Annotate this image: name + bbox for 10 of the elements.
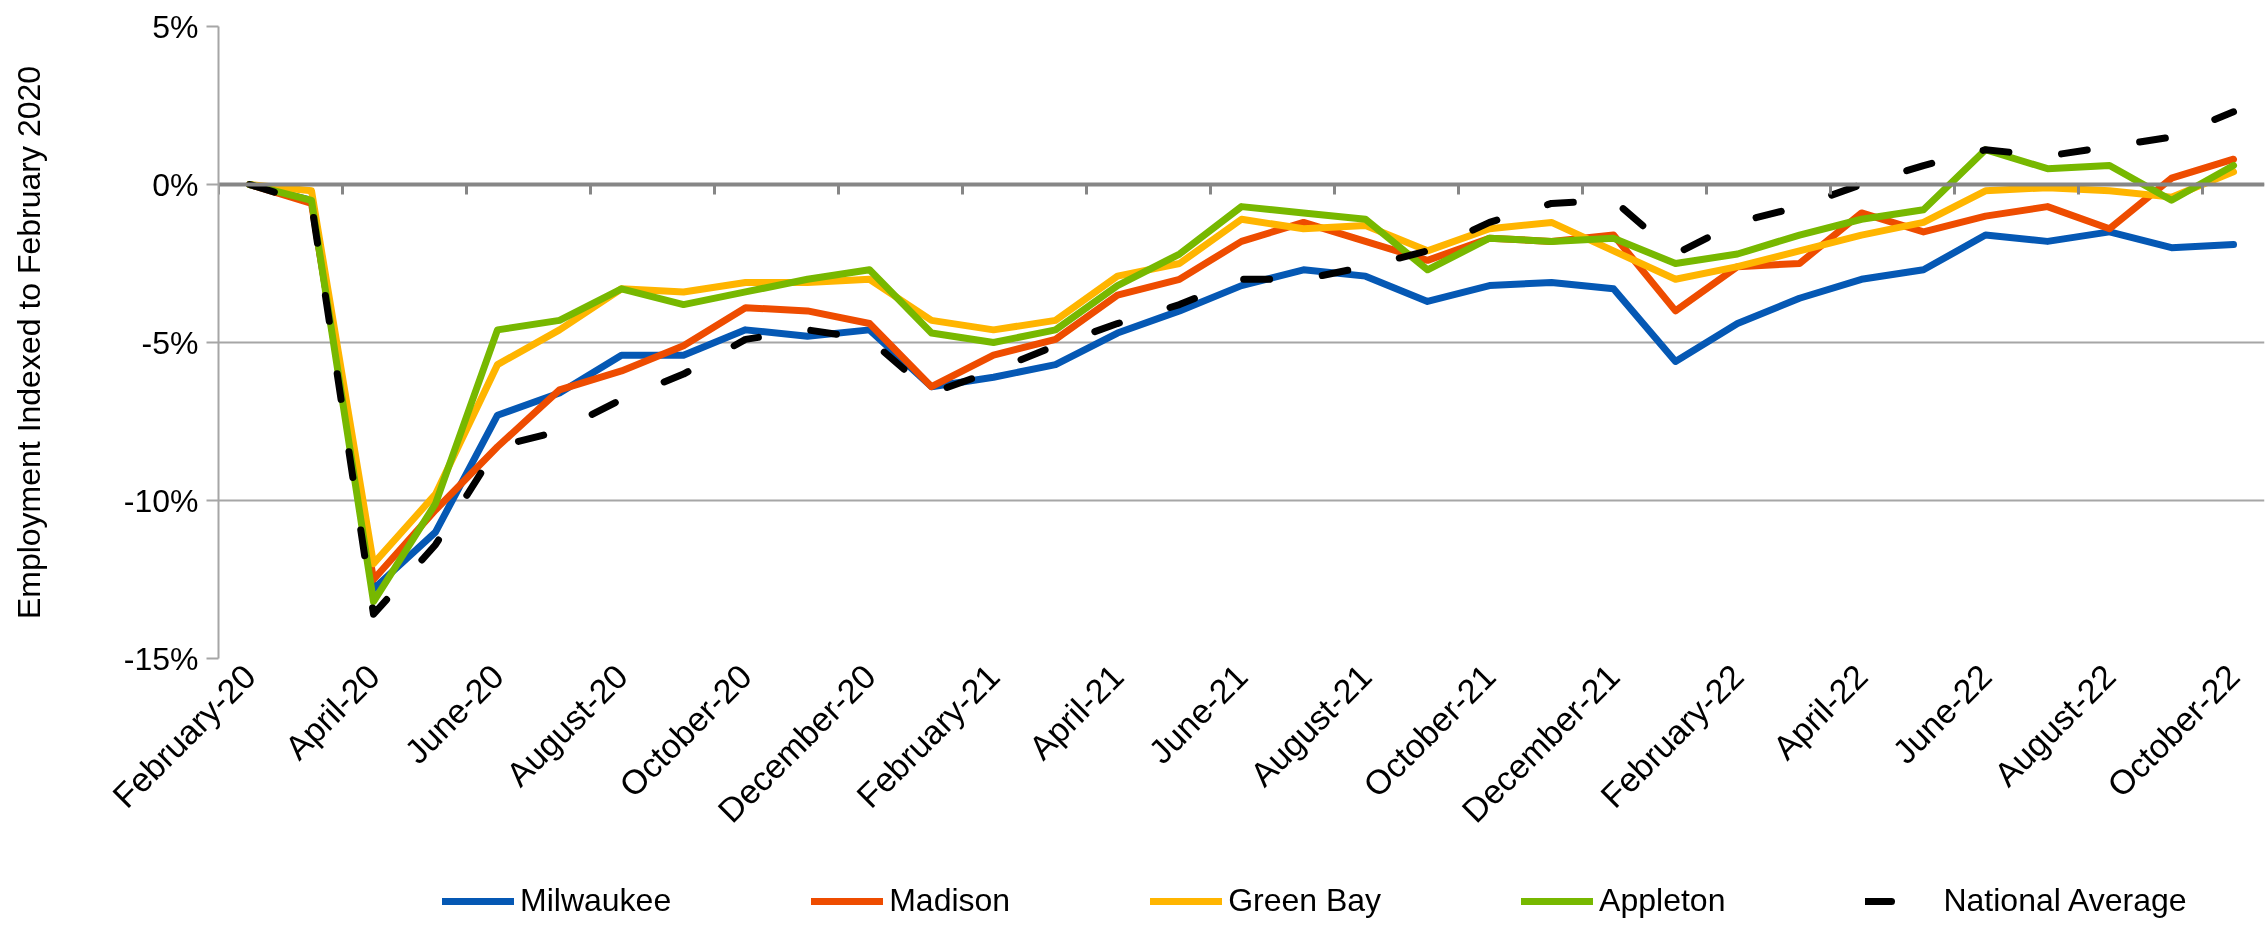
y-tick-label: -10% xyxy=(123,482,199,519)
y-tick-label: 0% xyxy=(152,166,199,203)
y-tick-label: -5% xyxy=(141,324,199,361)
legend-label: National Average xyxy=(1943,882,2187,919)
legend-label: Appleton xyxy=(1599,882,1726,919)
y-tick-label: 5% xyxy=(152,8,199,45)
legend-label: Madison xyxy=(889,882,1011,919)
legend-label: Green Bay xyxy=(1228,882,1382,919)
y-axis-title: Employment Indexed to February 2020 xyxy=(10,65,47,620)
legend-label: Milwaukee xyxy=(520,882,672,919)
